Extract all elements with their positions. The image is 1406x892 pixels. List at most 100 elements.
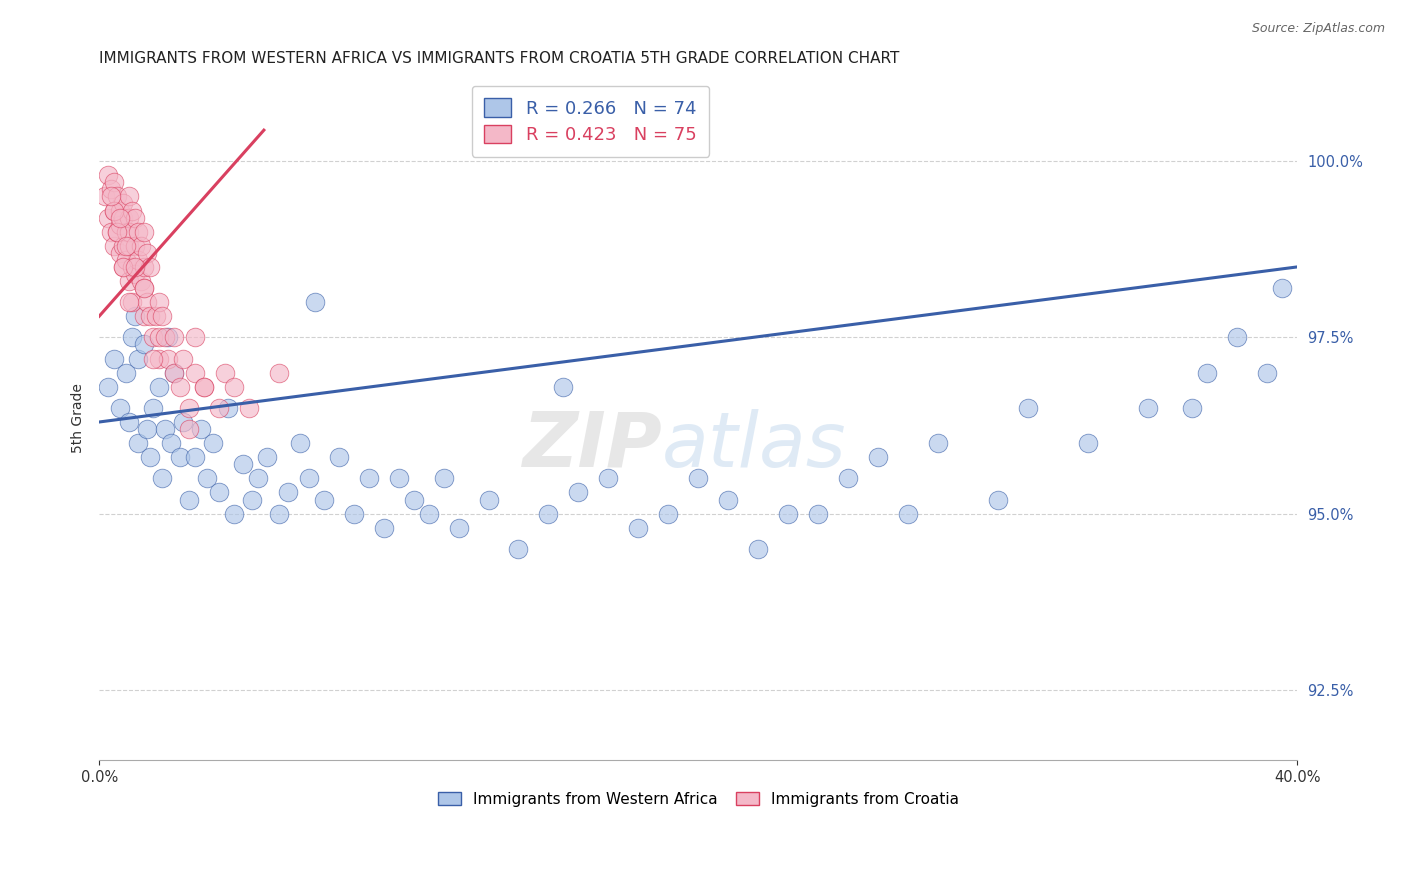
Point	[184, 330, 207, 344]
Point	[118, 274, 141, 288]
Point	[108, 401, 131, 415]
Point	[163, 366, 186, 380]
Point	[132, 281, 155, 295]
Legend: Immigrants from Western Africa, Immigrants from Croatia: Immigrants from Western Africa, Immigran…	[430, 784, 966, 814]
Point	[688, 471, 710, 485]
Point	[115, 252, 138, 267]
Point	[97, 168, 120, 182]
Point	[132, 281, 155, 295]
Point	[157, 351, 180, 366]
Point	[208, 401, 231, 415]
Point	[177, 401, 200, 415]
Point	[312, 492, 335, 507]
Point	[129, 239, 152, 253]
Point	[112, 260, 135, 274]
Point	[232, 458, 254, 472]
Point	[598, 471, 620, 485]
Point	[124, 239, 146, 253]
Point	[553, 380, 575, 394]
Point	[1136, 401, 1159, 415]
Point	[108, 245, 131, 260]
Point	[121, 203, 143, 218]
Point	[190, 422, 212, 436]
Point	[136, 422, 159, 436]
Point	[508, 541, 530, 556]
Point	[201, 436, 224, 450]
Point	[184, 450, 207, 465]
Point	[118, 295, 141, 310]
Point	[94, 189, 117, 203]
Point	[1077, 436, 1099, 450]
Point	[103, 203, 125, 218]
Point	[100, 225, 122, 239]
Point	[1271, 281, 1294, 295]
Text: ZIP: ZIP	[523, 409, 662, 483]
Point	[240, 492, 263, 507]
Point	[100, 182, 122, 196]
Point	[142, 330, 165, 344]
Point	[108, 218, 131, 232]
Point	[373, 521, 395, 535]
Point	[121, 295, 143, 310]
Point	[153, 422, 176, 436]
Point	[103, 203, 125, 218]
Point	[433, 471, 456, 485]
Point	[118, 225, 141, 239]
Point	[157, 330, 180, 344]
Point	[627, 521, 650, 535]
Point	[807, 507, 830, 521]
Point	[112, 260, 135, 274]
Point	[304, 295, 326, 310]
Point	[1256, 366, 1278, 380]
Point	[136, 245, 159, 260]
Point	[778, 507, 800, 521]
Point	[105, 225, 128, 239]
Point	[145, 310, 167, 324]
Text: atlas: atlas	[662, 409, 846, 483]
Point	[118, 211, 141, 225]
Point	[150, 310, 173, 324]
Point	[343, 507, 366, 521]
Point	[127, 225, 149, 239]
Point	[124, 310, 146, 324]
Point	[1197, 366, 1219, 380]
Point	[866, 450, 889, 465]
Point	[115, 225, 138, 239]
Point	[160, 436, 183, 450]
Point	[537, 507, 560, 521]
Point	[193, 380, 215, 394]
Point	[222, 507, 245, 521]
Point	[142, 351, 165, 366]
Point	[97, 380, 120, 394]
Point	[256, 450, 278, 465]
Point	[112, 211, 135, 225]
Point	[214, 366, 236, 380]
Point	[567, 485, 589, 500]
Point	[477, 492, 499, 507]
Y-axis label: 5th Grade: 5th Grade	[72, 384, 86, 453]
Point	[172, 351, 194, 366]
Point	[1017, 401, 1039, 415]
Point	[105, 189, 128, 203]
Point	[118, 189, 141, 203]
Point	[132, 225, 155, 239]
Point	[105, 225, 128, 239]
Point	[148, 295, 170, 310]
Point	[897, 507, 920, 521]
Point	[112, 196, 135, 211]
Point	[208, 485, 231, 500]
Point	[100, 189, 122, 203]
Point	[127, 351, 149, 366]
Point	[136, 295, 159, 310]
Point	[267, 507, 290, 521]
Point	[246, 471, 269, 485]
Point	[124, 267, 146, 281]
Point	[103, 351, 125, 366]
Point	[127, 252, 149, 267]
Text: Source: ZipAtlas.com: Source: ZipAtlas.com	[1251, 22, 1385, 36]
Point	[124, 260, 146, 274]
Point	[217, 401, 239, 415]
Point	[132, 310, 155, 324]
Point	[184, 366, 207, 380]
Point	[121, 260, 143, 274]
